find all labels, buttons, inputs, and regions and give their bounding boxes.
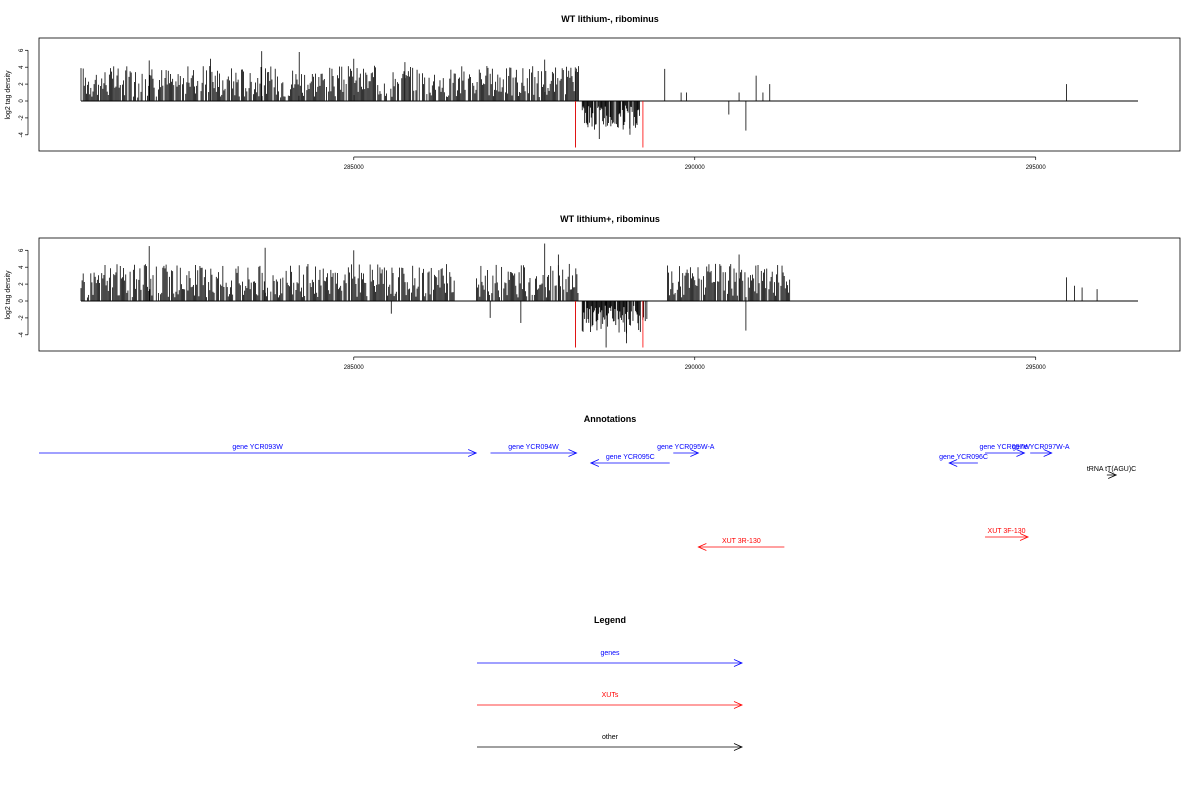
feature-label: gene YCR096C [939, 454, 988, 461]
legend-label: other [602, 734, 619, 741]
feature-label: gene YCR095C [606, 454, 655, 461]
x-tick-label: 285000 [344, 365, 365, 371]
y-tick-label: -4 [19, 331, 25, 337]
feature-arrow-head [1019, 533, 1030, 541]
feature-arrow-head [468, 449, 478, 457]
legend-item: other [477, 734, 743, 751]
feature-label: tRNA tT(AGU)C [1087, 466, 1136, 473]
y-tick-label: 0 [19, 299, 25, 303]
legend-arrow-head [733, 701, 743, 709]
chart-panel-lithium-minus: WT lithium-, ribominus log2 tag density … [5, 14, 1181, 171]
feature-label: gene YCR097W [980, 444, 1031, 451]
y-tick-label: 4 [19, 265, 25, 269]
feature-label: gene YCR097W-A [1012, 444, 1070, 451]
feature-arrow-head [568, 449, 578, 457]
y-axis: -4 -2 0 2 4 6 [19, 248, 29, 337]
chart-panel-lithium-plus: WT lithium+, ribominus log2 tag density … [5, 214, 1181, 371]
y-tick-label: 0 [19, 99, 25, 103]
feature-xut: XUT 3F-130 [985, 528, 1030, 541]
legend-items: genes XUTs other [477, 650, 743, 751]
legend-title: Legend [594, 615, 626, 625]
feature-gene: gene YCR095C [589, 454, 670, 467]
x-axis: 285000 290000 295000 [344, 356, 1047, 371]
y-tick-label: 6 [19, 48, 25, 52]
x-tick-label: 285000 [344, 165, 365, 171]
feature-xut: XUT 3R-130 [697, 538, 785, 551]
legend-label: genes [600, 650, 620, 657]
y-tick-label: -2 [19, 115, 25, 121]
feature-arrow-head [948, 459, 958, 467]
feature-gene: gene YCR094W [490, 444, 578, 457]
legend-item: genes [477, 650, 743, 667]
bar-series [80, 51, 1138, 148]
y-axis-label: log2 tag density [5, 70, 12, 120]
x-tick-label: 295000 [1026, 365, 1047, 371]
legend-arrow-head [733, 659, 743, 667]
y-tick-label: 6 [19, 248, 25, 252]
feature-arrow-head [1043, 449, 1053, 457]
annotations-panel: Annotations gene YCR093W gene YCR094W gene… [39, 414, 1136, 551]
feature-gene: gene YCR097W-A [1012, 444, 1070, 457]
y-tick-label: 2 [19, 282, 25, 286]
feature-gene: gene YCR096C [939, 454, 988, 467]
feature-label: gene YCR094W [508, 444, 559, 451]
feature-arrow-head [690, 449, 700, 457]
bar-series [80, 243, 1138, 348]
feature-other: tRNA tT(AGU)C [1087, 466, 1136, 479]
feature-arrow-head [1016, 449, 1026, 457]
y-axis-label: log2 tag density [5, 270, 12, 320]
feature-gene: gene YCR093W [39, 444, 478, 457]
chart-title: WT lithium+, ribominus [560, 214, 660, 224]
feature-label: XUT 3R-130 [722, 538, 761, 545]
feature-gene: gene YCR095W-A [657, 444, 715, 457]
legend-label: XUTs [602, 692, 619, 699]
feature-arrow-head [697, 543, 707, 551]
plot-frame [38, 237, 1181, 352]
y-tick-label: -2 [19, 315, 25, 321]
annotations-title: Annotations [584, 414, 637, 424]
y-axis: -4 -2 0 2 4 6 [19, 48, 29, 137]
feature-arrow-head [1108, 471, 1118, 479]
legend: Legend genes XUTs other [477, 615, 743, 751]
x-tick-label: 295000 [1026, 165, 1047, 171]
feature-label: XUT 3F-130 [988, 528, 1026, 535]
feature-label: gene YCR093W [232, 444, 283, 451]
y-tick-label: 2 [19, 82, 25, 86]
feature-gene: gene YCR097W [980, 444, 1031, 457]
feature-label: gene YCR095W-A [657, 444, 715, 451]
x-axis: 285000 290000 295000 [344, 156, 1047, 171]
legend-item: XUTs [477, 692, 743, 709]
x-tick-label: 290000 [685, 365, 706, 371]
chart-title: WT lithium-, ribominus [561, 14, 659, 24]
plot-frame [38, 37, 1181, 152]
x-tick-label: 290000 [685, 165, 706, 171]
feature-arrow-head [589, 459, 600, 467]
legend-arrow-head [733, 743, 743, 751]
y-tick-label: 4 [19, 65, 25, 69]
y-tick-label: -4 [19, 131, 25, 137]
